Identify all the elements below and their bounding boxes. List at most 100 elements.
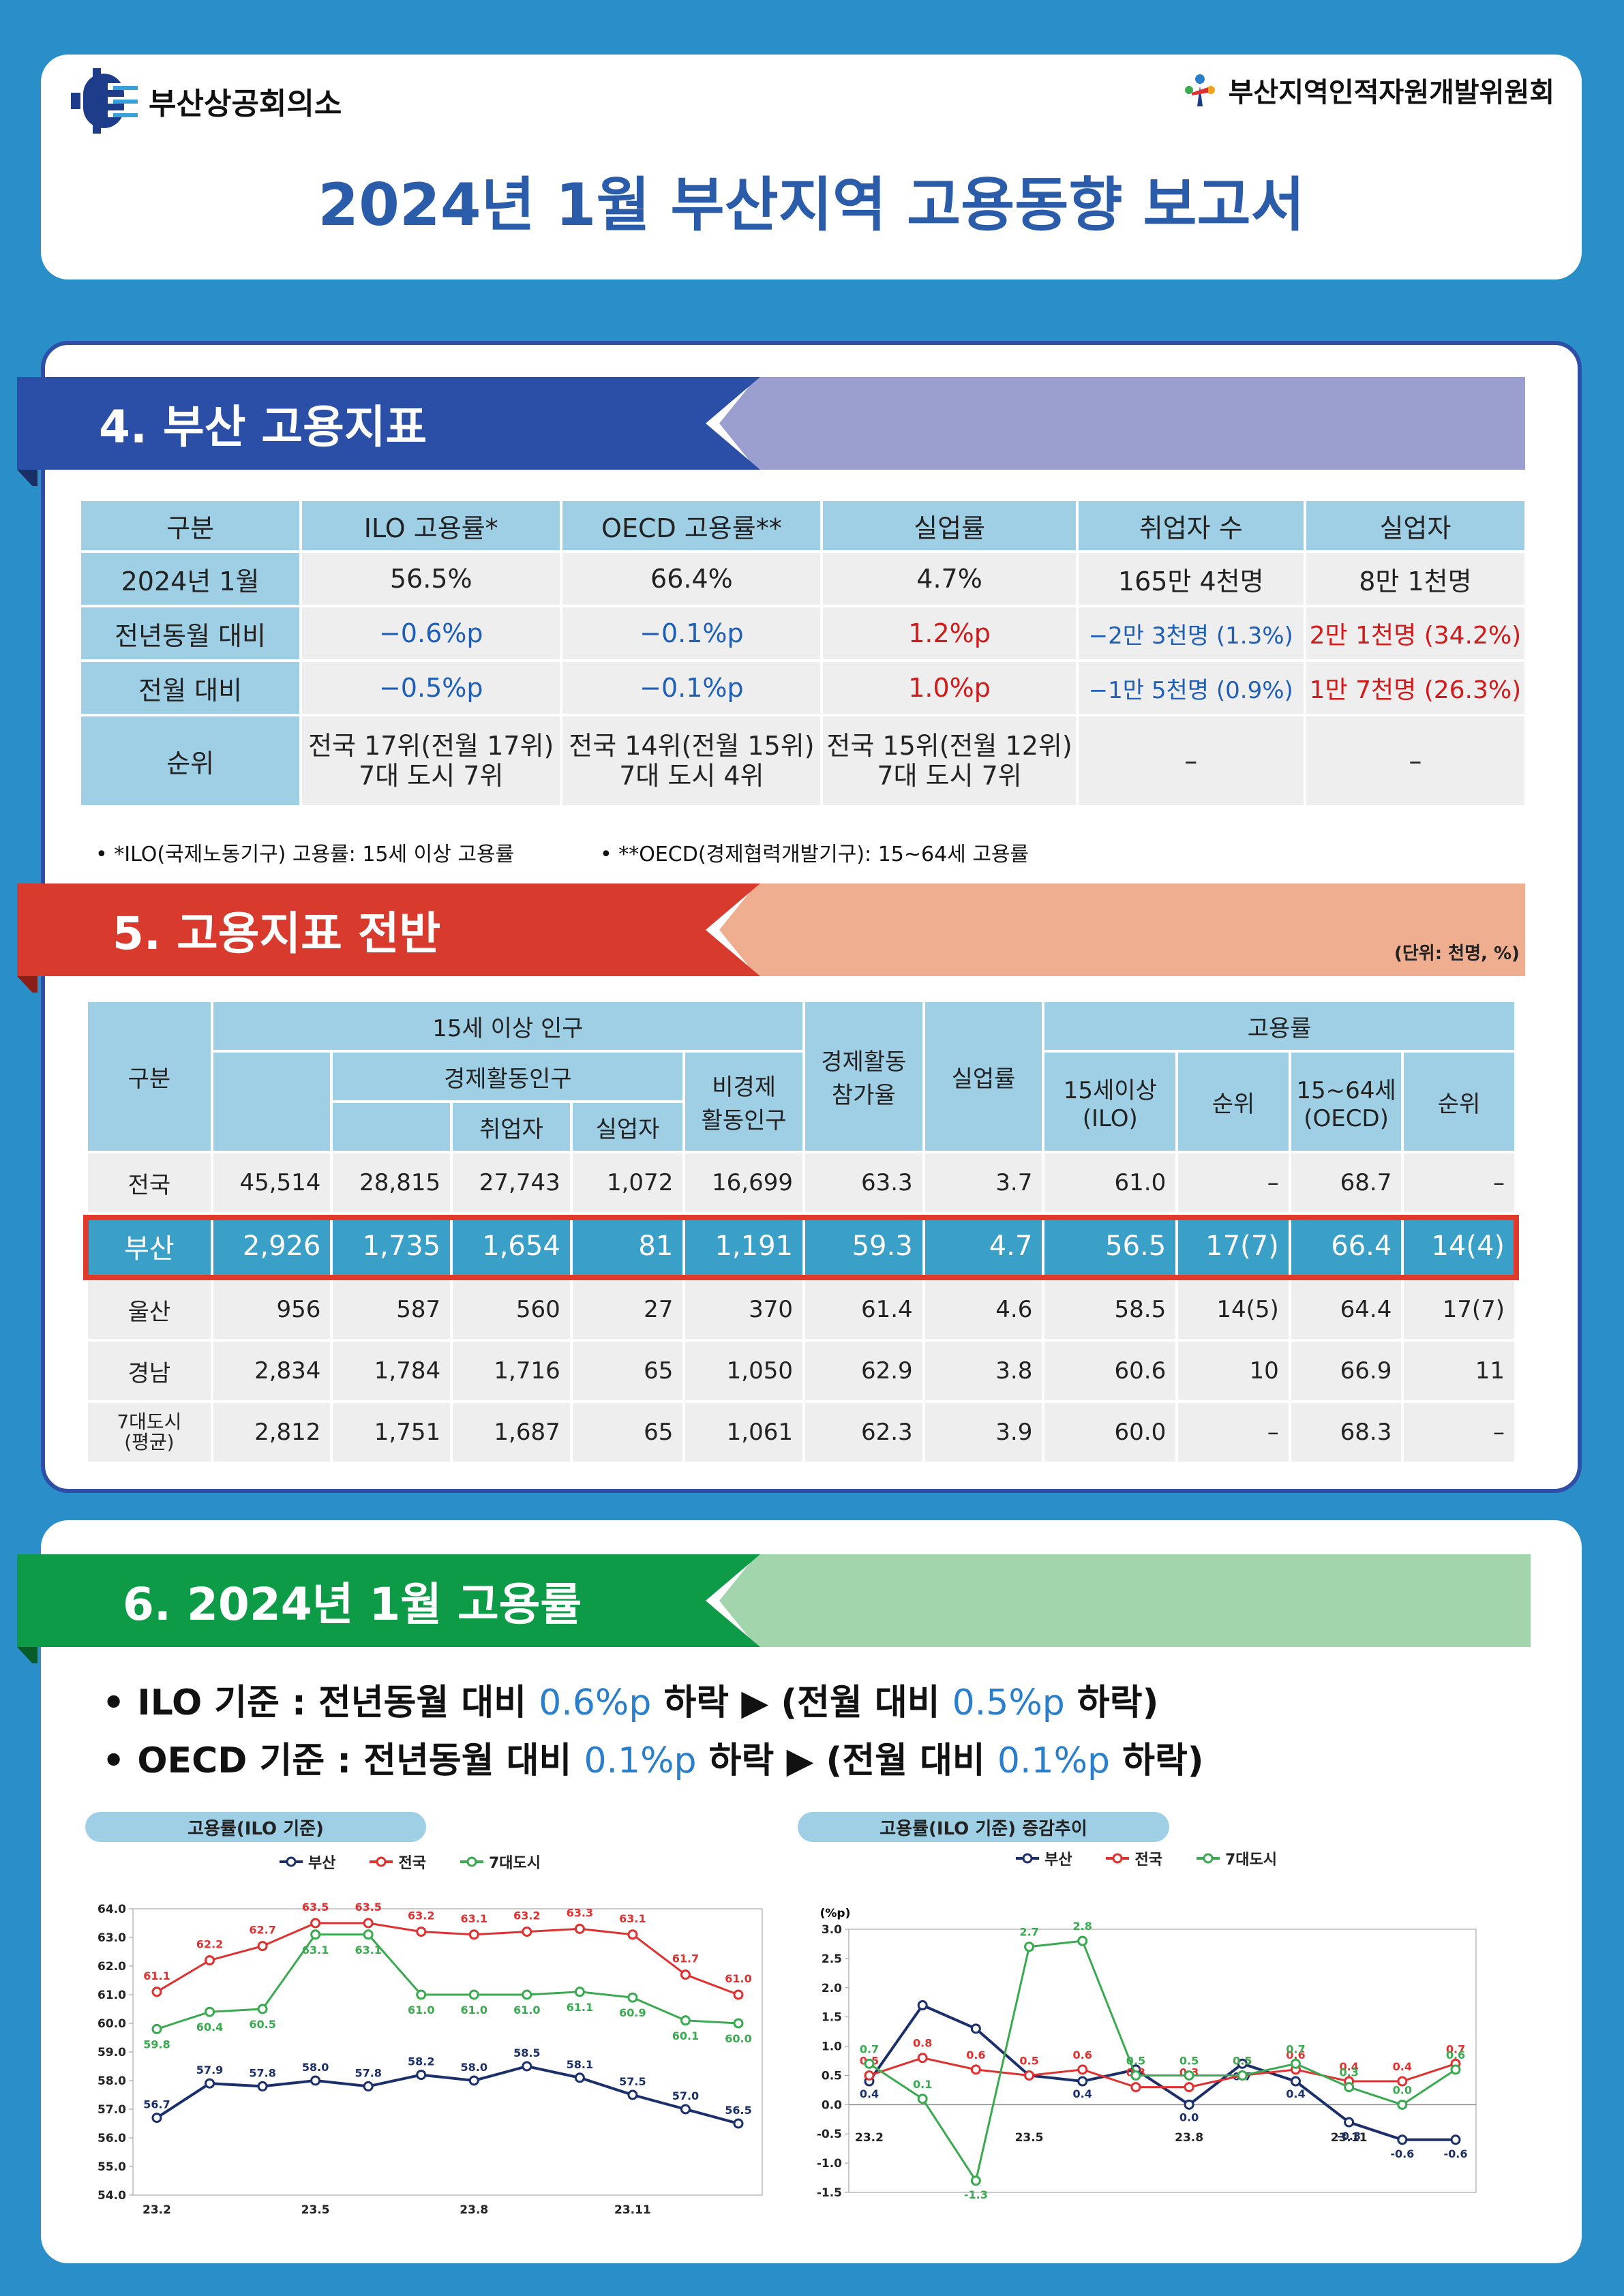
table-row: 부산 2,926 1,735 1,654 81 1,191 59.3 4.7 56.5 17(7)… [88,1215,1514,1278]
data-label: 0.7 [1446,2042,1465,2055]
y-tick-label: 59.0 [97,2046,126,2059]
busan-row-highlight [83,1215,1519,1280]
data-point [1024,2070,1035,2081]
data-label: 2.7 [1019,1926,1038,1939]
section6-banner-shape [17,1554,1531,1663]
data-point [1344,2117,1355,2128]
rank-cell: 전국 15위(전월 12위) 7대 도시 7위 [823,716,1076,805]
data-point [1184,2082,1194,2093]
table-cell: 81 [572,1215,683,1278]
legend-seven: 7대도시 [1196,1847,1277,1869]
table-cell: 59.3 [805,1215,922,1278]
data-label: 58.5 [513,2046,540,2059]
series-line-1 [869,2057,1456,2089]
table-cell: −1만 5천명 (0.9%) [1078,662,1304,714]
data-point [733,2118,744,2129]
data-point [1450,2064,1461,2075]
x-tick-label: 23.5 [301,2203,330,2217]
table-header-row: 구분 15세 이상 인구 경제활동 참가율 실업률 고용률 [88,1002,1514,1151]
y-tick-label: 55.0 [97,2160,126,2174]
table-cell: 3.8 [924,1342,1042,1400]
data-point [310,1918,321,1929]
data-label: 63.1 [302,1944,329,1957]
data-point [917,2000,928,2011]
data-label: 56.5 [725,2104,751,2117]
data-point [416,2070,427,2081]
y-tick-label: 56.0 [97,2132,126,2145]
series-line-2 [156,1933,739,2030]
x-tick-label: 23.11 [1331,2131,1368,2145]
section4-banner: 4. 부산 고용지표 [17,377,1525,486]
data-label: 63.1 [461,1912,487,1925]
data-point [1397,2134,1408,2145]
table-header-row: 경제활동인구 비경제 활동인구 15세이상 (ILO) 순위 15~64세 (O… [88,1053,1514,1151]
data-label: 0.4 [1286,2087,1305,2100]
ilo-summary: • ILO 기준 : 전년동월 대비 0.6%p 하락 ▶ (전월 대비 0.5… [102,1682,1159,1723]
x-tick-label: 23.2 [142,2203,171,2217]
header-cell: 실업률 [823,501,1076,550]
table-cell: 2,812 [213,1403,331,1462]
data-label: 63.1 [619,1912,646,1925]
table-cell: 17(7) [1404,1280,1514,1339]
y-tick-label: 64.0 [97,1903,126,1916]
data-point [627,2089,638,2100]
section6-banner: 6. 2024년 1월 고용률 [17,1554,1531,1663]
table-cell: 1,050 [685,1342,802,1400]
header-cell: 순위 [1404,1053,1514,1151]
data-label: 58.2 [408,2055,434,2068]
table-cell: 4.7 [924,1215,1042,1278]
header-cell: 비경제 활동인구 [685,1053,802,1151]
data-label: 62.2 [196,1938,223,1951]
table-row: 전년동월 대비 −0.6%p −0.1%p 1.2%p −2만 3천명 (1.3… [81,607,1524,659]
data-label: 0.6 [1286,2049,1305,2061]
chart1-legend: 부산 전국 7대도시 [280,1851,541,1873]
header-cell: 실업자 [1306,501,1524,550]
table-cell: 62.9 [805,1342,922,1400]
data-label: 60.1 [672,2029,699,2042]
series-line-1 [156,1922,739,1996]
header-cell [213,1053,331,1151]
unit-label: (단위: 천명, %) [1394,943,1520,964]
hrd-council-logo: 부산지역인적자원개발위원회 [1179,70,1554,110]
header-cell: 경제활동인구 [333,1053,683,1100]
data-label: 57.8 [355,2066,381,2079]
table-cell: 60.0 [1044,1403,1176,1462]
data-label: 0.5 [1179,2054,1199,2067]
table-cell: 2만 1천명 (34.2%) [1306,607,1524,659]
header-cell: 15세이상 (ILO) [1044,1053,1176,1151]
section4-banner-shape [17,377,1525,486]
data-label: 0.0 [1393,2083,1412,2096]
data-label: 60.5 [249,2018,275,2031]
data-point [151,2023,162,2034]
series-line-0 [155,2064,739,2125]
y-tick-label: 0.5 [822,2069,842,2083]
y-tick-label: 57.0 [97,2103,126,2117]
data-label: 61.0 [725,1972,751,1985]
section5-banner: 5. 고용지표 전반 [17,883,1525,993]
header-cell: 순위 [1178,1053,1289,1151]
data-point [257,1941,268,1952]
org-right-name: 부산지역인적자원개발위원회 [1228,77,1554,108]
table-cell: 65 [572,1403,683,1462]
data-label: 63.1 [355,1944,381,1957]
table-cell: 27 [572,1280,683,1339]
data-point [1290,2058,1301,2069]
header-cell: 15세 이상 인구 [213,1002,802,1050]
data-label: 0.0 [1179,2111,1199,2124]
table-cell: 68.7 [1291,1153,1402,1212]
data-point [1024,1942,1035,1952]
data-point [574,1923,585,1934]
data-label: 0.5 [1233,2054,1252,2067]
y-tick-label: -1.5 [817,2186,842,2200]
header-card: 부산상공회의소 부산지역인적자원개발위원회 2024년 1월 부산지역 고용동향… [41,55,1582,280]
data-label: 58.0 [461,2061,487,2074]
table-cell: 61.4 [805,1280,922,1339]
y-tick-label: 58.0 [97,2074,126,2088]
y-tick-label: 60.0 [97,2017,126,2031]
busan-indicator-table: 구분 ILO 고용률* OECD 고용률** 실업률 취업자 수 실업자 202… [78,498,1527,808]
table-cell: 1.2%p [823,607,1076,659]
table-cell: 587 [333,1280,451,1339]
table-cell: 60.6 [1044,1342,1176,1400]
table-row: 전월 대비 −0.5%p −0.1%p 1.0%p −1만 5천명 (0.9%)… [81,662,1524,714]
data-label: 61.7 [672,1952,699,1965]
